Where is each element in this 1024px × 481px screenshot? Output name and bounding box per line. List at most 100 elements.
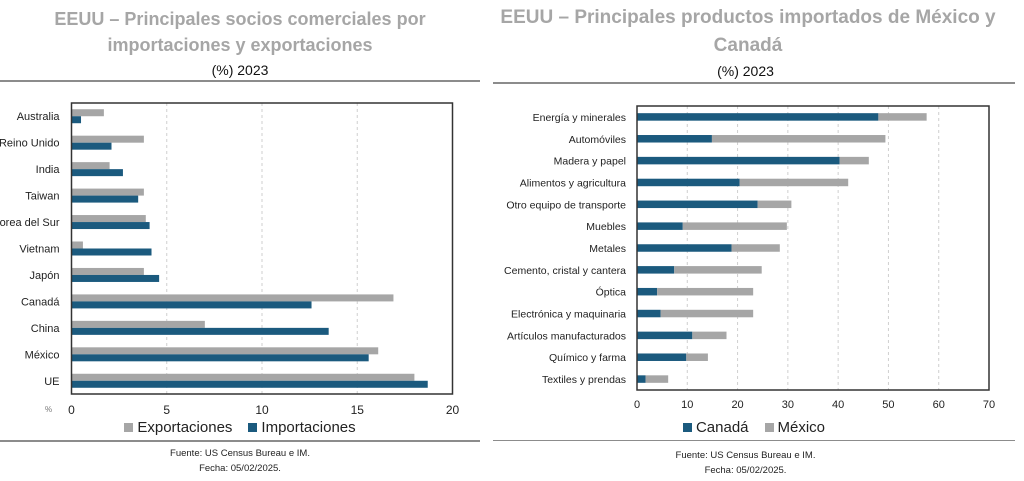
x-tick-label: 50 (882, 399, 894, 411)
category-label: Energía y minerales (533, 112, 626, 124)
bar-exportaciones (71, 320, 205, 328)
bar-méxico (731, 244, 780, 252)
right-chart-subtitle: (%) 2023 (717, 63, 774, 79)
bar-importaciones (71, 116, 82, 124)
date-note: Fecha: 05/02/2025. (704, 465, 787, 476)
bar-canadá (637, 178, 740, 187)
category-label: Muebles (586, 221, 626, 233)
category-label: Madera y papel (554, 156, 626, 168)
right-chart-title: EEUU – Principales productos importados … (500, 7, 996, 56)
x-tick-label: 30 (782, 399, 794, 411)
bar-canadá (637, 375, 646, 383)
x-tick-label: 70 (983, 399, 995, 411)
bar-importaciones (71, 142, 112, 150)
category-label: Óptica (596, 286, 627, 299)
bar-canadá (637, 222, 683, 230)
bar-importaciones (71, 169, 123, 177)
legend-item-mexico: México (764, 419, 826, 436)
bar-importaciones (71, 301, 312, 309)
x-tick-label: 60 (933, 399, 945, 411)
category-label: Cemento, cristal y cantera (504, 265, 626, 277)
plot-frame (70, 102, 454, 395)
left-chart-title: EEUU – Principales socios comerciales po… (54, 9, 426, 55)
x-axis-unit: % (45, 405, 52, 414)
legend-item-exportaciones: Exportaciones (124, 419, 232, 436)
bar-canadá (637, 200, 758, 209)
right-bottom-divider (493, 440, 1015, 441)
legend-label: Importaciones (261, 419, 356, 436)
category-label: Automóviles (569, 134, 626, 146)
bar-canadá (637, 244, 732, 252)
category-label: Corea del Sur (0, 217, 60, 229)
bar-méxico (757, 200, 792, 209)
left-footer: Fuente: US Census Bureau e IM. Fecha: 05… (0, 446, 480, 476)
bar-canadá (637, 135, 712, 143)
bar-canadá (637, 287, 658, 296)
bar-importaciones (71, 327, 329, 335)
x-tick-label: 0 (634, 399, 640, 411)
category-label: Taiwan (25, 191, 59, 203)
date-note: Fecha: 05/02/2025. (199, 463, 281, 474)
bar-canadá (637, 156, 840, 165)
category-label: Vietnam (19, 244, 59, 256)
bar-canadá (637, 331, 693, 340)
category-label: Alimentos y agricultura (520, 177, 626, 189)
x-tick-label: 10 (255, 403, 269, 417)
category-label: China (31, 323, 61, 335)
legend-label: México (777, 419, 826, 436)
bar-exportaciones (71, 347, 379, 355)
category-label: Australia (17, 111, 61, 123)
bar-exportaciones (71, 373, 415, 381)
x-tick-label: 20 (446, 403, 460, 417)
bar-méxico (739, 178, 849, 187)
legend-label: Exportaciones (137, 419, 233, 436)
bar-méxico (682, 222, 787, 230)
category-label: Japón (30, 270, 60, 282)
category-label: Reino Unido (0, 138, 60, 150)
bar-méxico (657, 287, 754, 296)
bar-exportaciones (71, 109, 104, 117)
category-label: Otro equipo de transporte (506, 199, 626, 211)
bar-importaciones (71, 354, 369, 362)
category-label: México (25, 349, 60, 361)
bar-méxico (711, 135, 886, 143)
category-label: India (36, 164, 61, 176)
bar-méxico (878, 113, 927, 121)
bar-exportaciones (71, 241, 83, 249)
x-tick-label: 40 (832, 399, 844, 411)
bar-exportaciones (71, 267, 144, 275)
source-note: Fuente: US Census Bureau e IM. (170, 448, 310, 459)
bar-importaciones (71, 195, 139, 203)
bar-méxico (839, 156, 869, 165)
bar-méxico (686, 353, 708, 361)
x-tick-label: 0 (68, 403, 75, 417)
bar-méxico (674, 266, 762, 274)
bar-exportaciones (71, 215, 146, 223)
category-label: Metales (589, 243, 626, 255)
x-tick-label: 15 (351, 403, 365, 417)
category-label: Canadá (21, 296, 60, 308)
bar-importaciones (71, 248, 152, 256)
legend-item-canada: Canadá (682, 419, 749, 436)
bar-exportaciones (71, 162, 110, 170)
bar-exportaciones (71, 188, 144, 196)
right-top-divider (493, 82, 1015, 84)
category-label: Electrónica y maquinaria (511, 309, 626, 321)
category-label: Artículos manufacturados (507, 330, 626, 342)
category-label: Químico y farma (549, 352, 626, 364)
x-tick-label: 5 (163, 403, 170, 417)
bar-méxico (645, 375, 669, 383)
legend-item-importaciones: Importaciones (248, 419, 356, 436)
bar-exportaciones (71, 135, 144, 143)
left-top-divider (0, 80, 480, 82)
left-bottom-divider (0, 440, 480, 442)
plot-frame (636, 105, 990, 391)
left-legend: Exportaciones Importaciones (0, 419, 480, 436)
bar-méxico (660, 309, 754, 318)
source-note: Fuente: US Census Bureau e IM. (675, 450, 816, 461)
right-legend: Canadá México (493, 419, 1015, 436)
bar-canadá (637, 113, 879, 121)
bar-importaciones (71, 274, 160, 282)
x-tick-label: 10 (681, 399, 693, 411)
category-label: Textiles y prendas (542, 374, 626, 386)
